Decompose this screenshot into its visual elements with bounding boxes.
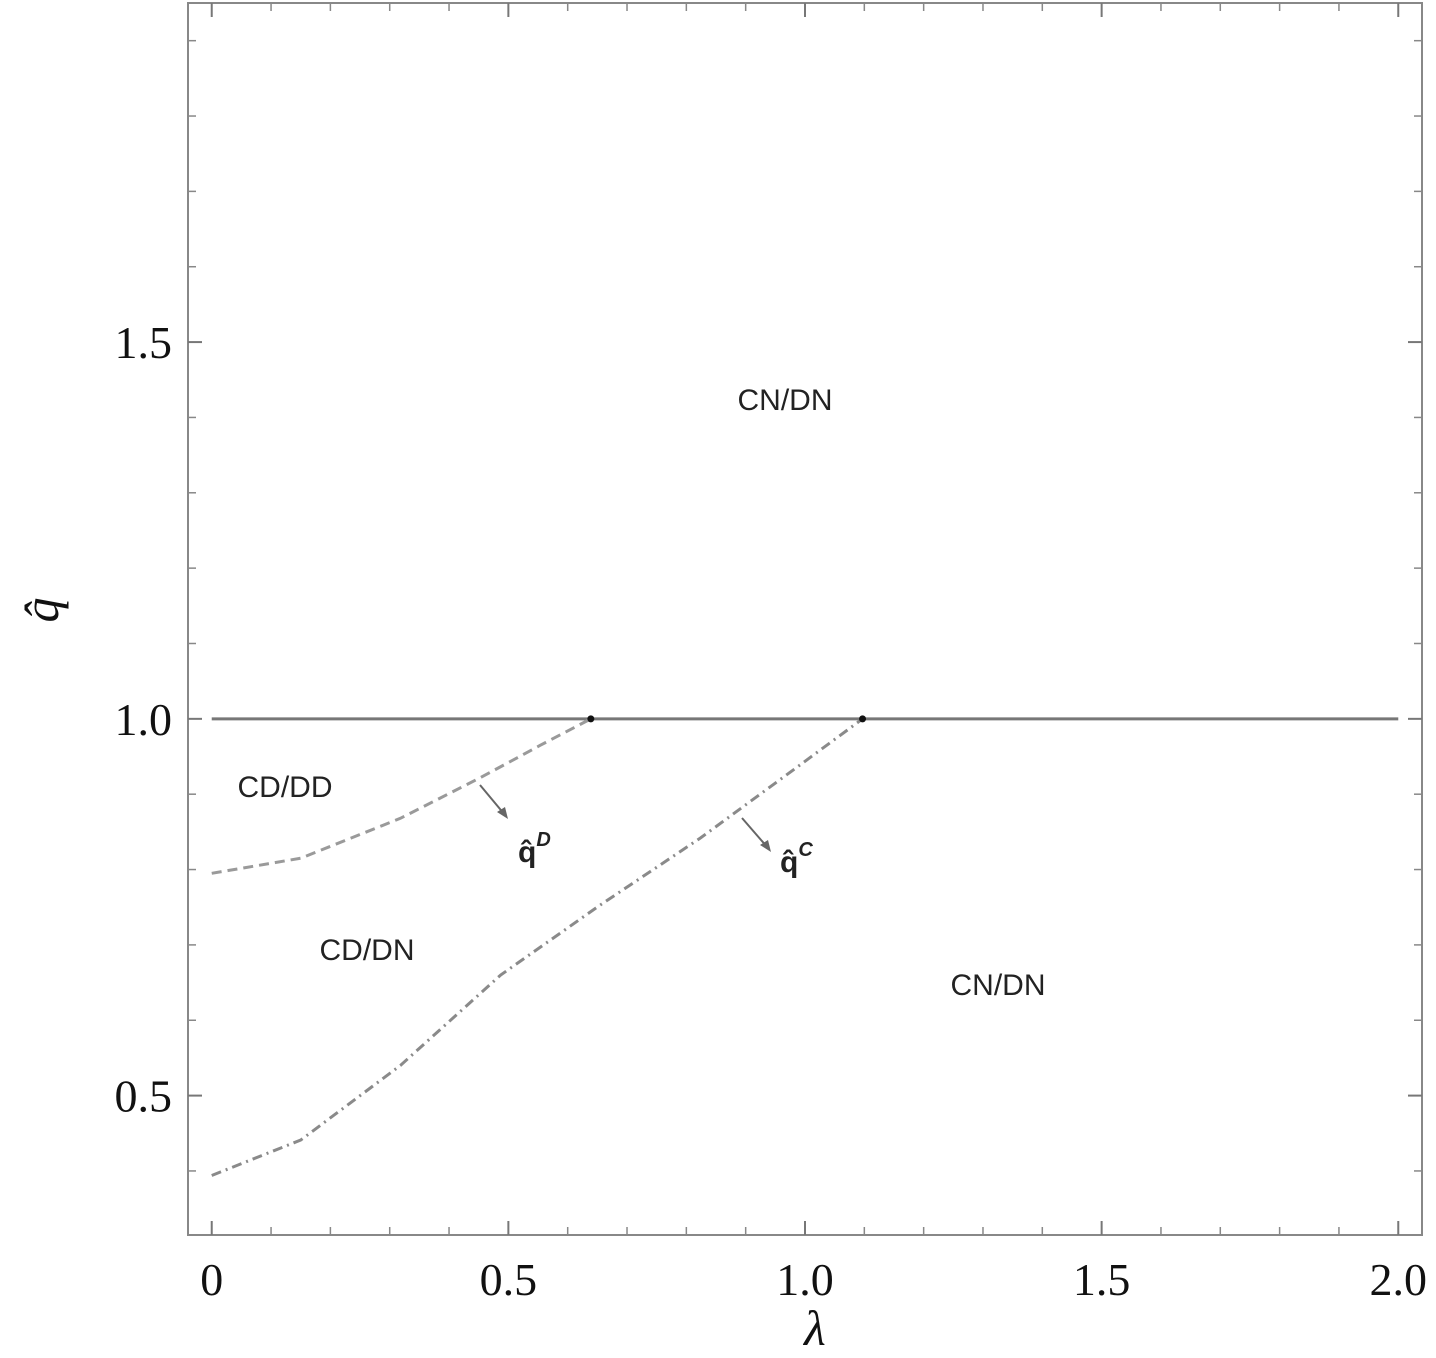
y-axis-label: q̂ [13,598,69,623]
arrowhead [760,840,771,852]
region-label: CN/DN [738,384,833,417]
region-label: CN/DN [951,969,1046,1002]
x-tick-label: 2.0 [1370,1254,1428,1305]
x-tick-label: 0.5 [480,1254,538,1305]
curve-symbol: q̂ [518,836,536,869]
x-tick-label: 0 [200,1254,223,1305]
y-tick-label: 1.5 [115,317,173,368]
x-axis-label: λ [802,1300,826,1356]
y-tick-label: 0.5 [115,1071,173,1122]
x-tick-label: 1.0 [776,1254,834,1305]
junction-point [859,715,867,723]
junction-point [587,715,595,723]
curve-superscript: D [536,829,550,851]
curve-symbol: q̂ [780,846,798,879]
curve-superscript: C [798,839,813,861]
region-label: CD/DN [320,934,415,967]
curve-label: q̂C [780,839,813,879]
curve-label: q̂D [518,829,551,869]
plot-frame [187,2,1423,1236]
region-label: CD/DD [238,771,333,804]
curve [211,717,864,1177]
arrowhead [497,807,508,819]
y-tick-label: 1.0 [115,694,173,745]
x-tick-label: 1.5 [1073,1254,1131,1305]
curve [211,717,592,875]
